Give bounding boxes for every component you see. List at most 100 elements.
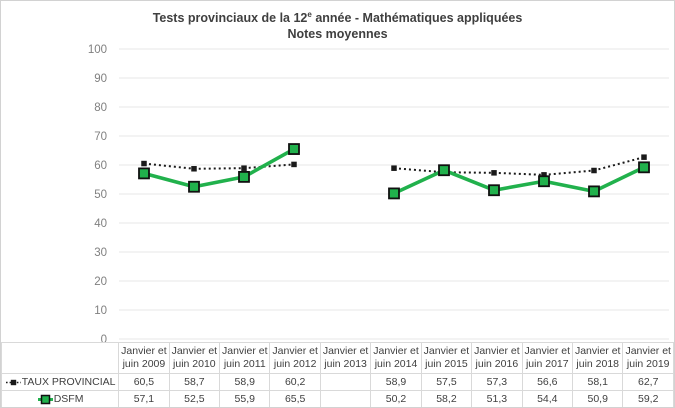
table-value-taux-provincial-janvier-et-juin-2014: 58,9 — [370, 373, 422, 391]
y-tick-label: 90 — [94, 73, 107, 85]
marker-taux-provincial — [241, 165, 247, 171]
table-corner-cell — [1, 342, 120, 374]
series-label-cell-taux-provincial: TAUX PROVINCIAL — [1, 373, 120, 391]
chart-title: Tests provinciaux de la 12e année - Math… — [1, 7, 674, 42]
chart-title-line1: Tests provinciaux de la 12e année - Math… — [1, 7, 674, 26]
table-value-taux-provincial-janvier-et-juin-2017: 56,6 — [521, 373, 574, 391]
column-header-line: juin 2011 — [223, 358, 266, 370]
column-header-line: juin 2016 — [475, 358, 519, 370]
legend-key-dsfm-icon — [37, 394, 53, 404]
table-value-taux-provincial-janvier-et-juin-2012: 60,2 — [269, 373, 321, 391]
column-header-line: Janvier et — [574, 345, 621, 357]
series-line-taux-provincial — [393, 156, 645, 176]
series-label: TAUX PROVINCIAL — [21, 376, 116, 389]
legend-key-taux-provincial-icon — [5, 379, 21, 385]
marker-dsfm — [438, 164, 450, 177]
legend-square-marker — [10, 379, 16, 385]
column-header-line: Janvier et — [474, 345, 520, 357]
column-header-line: Janvier et — [121, 345, 167, 357]
marker-taux-provincial — [141, 160, 147, 167]
column-header-line: Janvier et — [524, 345, 571, 357]
marker-taux-provincial — [391, 165, 397, 171]
legend-square-marker — [40, 394, 50, 404]
table-value-dsfm-janvier-et-juin-2014: 50,2 — [370, 390, 422, 407]
table-column-header-janvier-et-juin-2019: Janvier et juin 2019 — [622, 342, 674, 374]
y-tick-label: 0 — [101, 334, 107, 342]
table-column-header-janvier-et-juin-2013: Janvier et juin 2013 — [319, 342, 372, 374]
table-value-dsfm-janvier-et-juin-2010: 52,5 — [168, 390, 221, 407]
table-value-dsfm-janvier-et-juin-2019: 59,2 — [622, 390, 674, 407]
column-header-line: Janvier et — [625, 345, 671, 357]
column-header-line: Janvier et — [221, 345, 268, 357]
column-header-line: juin 2010 — [173, 358, 216, 370]
table-column-header-janvier-et-juin-2011: Janvier et juin 2011 — [219, 342, 271, 374]
column-header-line: Janvier et — [423, 345, 470, 357]
data-table: Janvier et juin 2009 Janvier et juin 2010 Ja… — [1, 342, 674, 407]
marker-dsfm — [538, 175, 550, 188]
table-column-header-janvier-et-juin-2012: Janvier et juin 2012 — [269, 342, 321, 374]
y-tick-label: 70 — [94, 131, 107, 143]
y-tick-label: 50 — [94, 189, 107, 201]
series-label: DSFM — [53, 393, 84, 406]
column-header-line: Janvier et — [272, 345, 318, 357]
column-header-line: Janvier et — [171, 345, 218, 357]
table-column-header-janvier-et-juin-2014: Janvier et juin 2014 — [370, 342, 422, 374]
table-column-header-janvier-et-juin-2009: Janvier et juin 2009 — [118, 342, 170, 374]
title-text-prefix: Tests provinciaux de la 12 — [152, 11, 308, 26]
marker-taux-provincial — [591, 167, 597, 174]
title-superscript: e — [307, 10, 312, 19]
table-value-dsfm-janvier-et-juin-2011: 55,9 — [219, 390, 271, 407]
column-header-line: Janvier et — [373, 345, 419, 357]
line-chart-plot: 0 10 20 30 40 50 60 70 80 90 100 — [88, 44, 669, 342]
marker-taux-provincial — [491, 170, 497, 176]
y-tick-label: 100 — [88, 44, 107, 56]
table-value-taux-provincial-janvier-et-juin-2019: 62,7 — [622, 373, 674, 391]
table-value-taux-provincial-janvier-et-juin-2018: 58,1 — [571, 373, 624, 391]
table-value-dsfm-janvier-et-juin-2013 — [319, 390, 372, 407]
series-line-taux-provincial — [143, 162, 295, 170]
series-line-dsfm — [393, 165, 645, 196]
table-header-row: Janvier et juin 2009 Janvier et juin 2010 Ja… — [1, 342, 674, 374]
marker-dsfm — [388, 187, 400, 200]
table-value-dsfm-janvier-et-juin-2016: 51,3 — [471, 390, 523, 407]
column-header-line: Janvier et — [322, 345, 369, 357]
column-header-line: juin 2018 — [576, 358, 620, 370]
table-value-dsfm-janvier-et-juin-2015: 58,2 — [420, 390, 473, 407]
column-header-line: juin 2014 — [374, 358, 418, 370]
marker-dsfm — [638, 161, 650, 174]
y-tick-label: 40 — [94, 218, 107, 230]
y-tick-label: 30 — [94, 247, 107, 259]
marker-dsfm — [188, 180, 200, 193]
marker-taux-provincial — [291, 161, 297, 168]
title-text-suffix: année - Mathématiques appliquées — [311, 11, 523, 26]
marker-dsfm — [588, 185, 600, 198]
series-line-dsfm — [143, 147, 295, 189]
table-value-dsfm-janvier-et-juin-2009: 57,1 — [118, 390, 170, 407]
table-value-taux-provincial-janvier-et-juin-2016: 57,3 — [471, 373, 523, 391]
marker-dsfm — [288, 143, 300, 155]
table-row-taux-provincial: TAUX PROVINCIAL 60,5 58,7 58,9 60,2 58,9 57,5 5… — [1, 373, 674, 391]
y-tick-label: 20 — [94, 276, 107, 288]
table-value-taux-provincial-janvier-et-juin-2009: 60,5 — [118, 373, 170, 391]
column-header-line: juin 2013 — [324, 358, 367, 370]
column-header-line: juin 2019 — [626, 358, 670, 370]
table-column-header-janvier-et-juin-2018: Janvier et juin 2018 — [571, 342, 624, 374]
marker-dsfm — [488, 184, 500, 197]
marker-taux-provincial — [641, 154, 647, 160]
table-column-header-janvier-et-juin-2017: Janvier et juin 2017 — [521, 342, 574, 374]
table-column-header-janvier-et-juin-2016: Janvier et juin 2016 — [471, 342, 523, 374]
column-header-line: juin 2015 — [425, 358, 468, 370]
table-value-taux-provincial-janvier-et-juin-2010: 58,7 — [168, 373, 221, 391]
table-column-header-janvier-et-juin-2010: Janvier et juin 2010 — [168, 342, 221, 374]
table-value-dsfm-janvier-et-juin-2012: 65,5 — [269, 390, 321, 407]
series-label-cell-dsfm: DSFM — [1, 390, 120, 407]
table-value-dsfm-janvier-et-juin-2018: 50,9 — [571, 390, 624, 407]
marker-taux-provincial — [541, 172, 547, 178]
chart-title-line2: Notes moyennes — [287, 27, 388, 42]
y-tick-label: 10 — [94, 305, 107, 317]
table-value-dsfm-janvier-et-juin-2017: 54,4 — [521, 390, 574, 407]
column-header-line: juin 2012 — [273, 358, 317, 370]
column-header-line: juin 2017 — [525, 358, 569, 370]
marker-dsfm — [238, 170, 250, 183]
